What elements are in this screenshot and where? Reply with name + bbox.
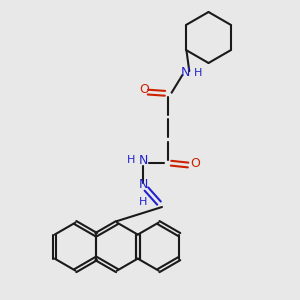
Text: O: O [190,157,200,170]
Text: H: H [194,68,202,78]
Text: H: H [127,155,135,165]
Text: H: H [139,197,148,207]
Text: N: N [139,154,148,167]
Text: N: N [181,66,190,79]
Text: N: N [139,178,148,191]
Text: O: O [139,83,149,96]
